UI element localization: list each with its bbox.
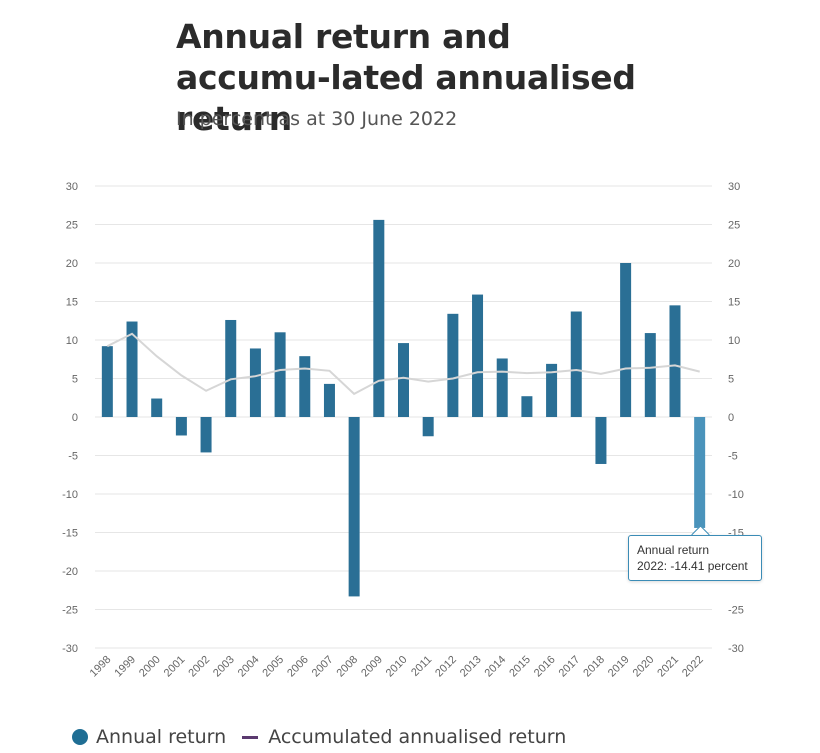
x-tick-label: 2008 — [334, 654, 360, 680]
x-tick-label: 2014 — [483, 654, 509, 680]
bar-2005 — [274, 332, 286, 417]
y-tick-label-right: 20 — [728, 258, 740, 270]
y-tick-label-left: -30 — [62, 643, 78, 655]
y-tick-label-right: -5 — [728, 451, 738, 463]
tooltip: Annual return 2022: -14.41 percent — [628, 535, 762, 581]
y-tick-label-left: -25 — [62, 605, 78, 617]
x-tick-label: 1999 — [112, 654, 138, 680]
y-tick-label-left: 25 — [66, 220, 78, 232]
bar-2018 — [595, 417, 607, 464]
bar-2019 — [620, 263, 632, 417]
chart-subtitle: In percent as at 30 June 2022 — [176, 108, 458, 130]
x-tick-label: 2012 — [433, 654, 459, 680]
x-tick-label: 2007 — [310, 654, 336, 680]
y-tick-label-left: 15 — [66, 297, 78, 309]
x-tick-label: 2013 — [458, 654, 484, 680]
bar-2001 — [175, 417, 187, 436]
x-tick-label: 2009 — [359, 654, 385, 680]
y-tick-label-right: -10 — [728, 489, 744, 501]
bar-2010 — [398, 343, 409, 417]
y-tick-label-right: -30 — [728, 643, 744, 655]
x-tick-label: 2003 — [211, 654, 237, 680]
y-tick-label-right: 25 — [728, 220, 740, 232]
bar-2015 — [521, 396, 533, 417]
x-tick-label: 2021 — [655, 654, 681, 680]
bar-2022 — [694, 417, 706, 528]
y-tick-label-right: 0 — [728, 412, 734, 424]
y-tick-label-right: -25 — [728, 605, 744, 617]
legend: Annual return Accumulated annualised ret… — [72, 726, 566, 748]
bar-2008 — [348, 417, 360, 597]
bar-2017 — [570, 311, 582, 417]
x-tick-label: 2004 — [236, 654, 262, 680]
bar-2014 — [496, 358, 508, 417]
bar-2016 — [546, 363, 558, 417]
bar-2006 — [299, 356, 311, 417]
x-tick-label: 1998 — [88, 654, 114, 680]
y-tick-label-right: 10 — [728, 335, 740, 347]
x-tick-label: 2019 — [606, 654, 632, 680]
y-tick-label-left: -15 — [62, 528, 78, 540]
x-tick-label: 2018 — [581, 654, 607, 680]
x-tick-label: 2020 — [631, 654, 657, 680]
x-tick-label: 2010 — [384, 654, 410, 680]
bar-2004 — [249, 348, 261, 417]
x-tick-label: 2006 — [285, 654, 311, 680]
bar-2021 — [669, 305, 681, 417]
x-tick-label: 2011 — [409, 654, 434, 679]
accumulated-return-line — [106, 332, 700, 396]
y-tick-label-left: 5 — [72, 374, 78, 386]
bar-2013 — [472, 294, 484, 417]
y-tick-label-left: -20 — [62, 566, 78, 578]
bar-2002 — [200, 417, 212, 453]
y-tick-label-left: 10 — [66, 335, 78, 347]
legend-bar-marker[interactable] — [72, 729, 88, 745]
chart-title: Annual return and accumu-lated annualise… — [176, 17, 636, 138]
tooltip-text: 2022: -14.41 percent — [637, 559, 748, 573]
bar-2003 — [225, 319, 237, 417]
x-tick-label: 2022 — [680, 654, 706, 680]
x-tick-label: 2000 — [137, 654, 163, 680]
bar-2000 — [151, 398, 163, 417]
y-tick-label-left: -10 — [62, 489, 78, 501]
x-tick-label: 2016 — [532, 654, 558, 680]
bar-2020 — [644, 333, 656, 417]
x-tick-label: 2017 — [557, 654, 583, 680]
bar-2009 — [373, 219, 385, 417]
bar-1999 — [126, 321, 138, 417]
bar-2011 — [422, 417, 434, 437]
x-tick-label: 2001 — [162, 654, 188, 680]
tooltip-title: Annual return — [637, 543, 710, 557]
y-tick-label-right: 15 — [728, 297, 740, 309]
y-tick-label-left: 20 — [66, 258, 78, 270]
y-tick-label-left: -5 — [68, 451, 78, 463]
y-tick-label-right: 5 — [728, 374, 734, 386]
legend-line-marker[interactable] — [242, 735, 259, 739]
bar-1998 — [101, 346, 113, 417]
x-tick-label: 2015 — [507, 654, 533, 680]
x-tick-label: 2005 — [260, 654, 286, 680]
bar-2007 — [323, 383, 335, 417]
legend-item-accumulated-return[interactable]: Accumulated annualised return — [268, 726, 567, 748]
bar-2012 — [447, 313, 459, 417]
y-tick-label-left: 30 — [66, 181, 78, 193]
y-tick-label-left: 0 — [72, 412, 78, 424]
x-tick-label: 2002 — [186, 654, 212, 680]
y-tick-label-right: 30 — [728, 181, 740, 193]
legend-item-annual-return[interactable]: Annual return — [96, 726, 227, 748]
